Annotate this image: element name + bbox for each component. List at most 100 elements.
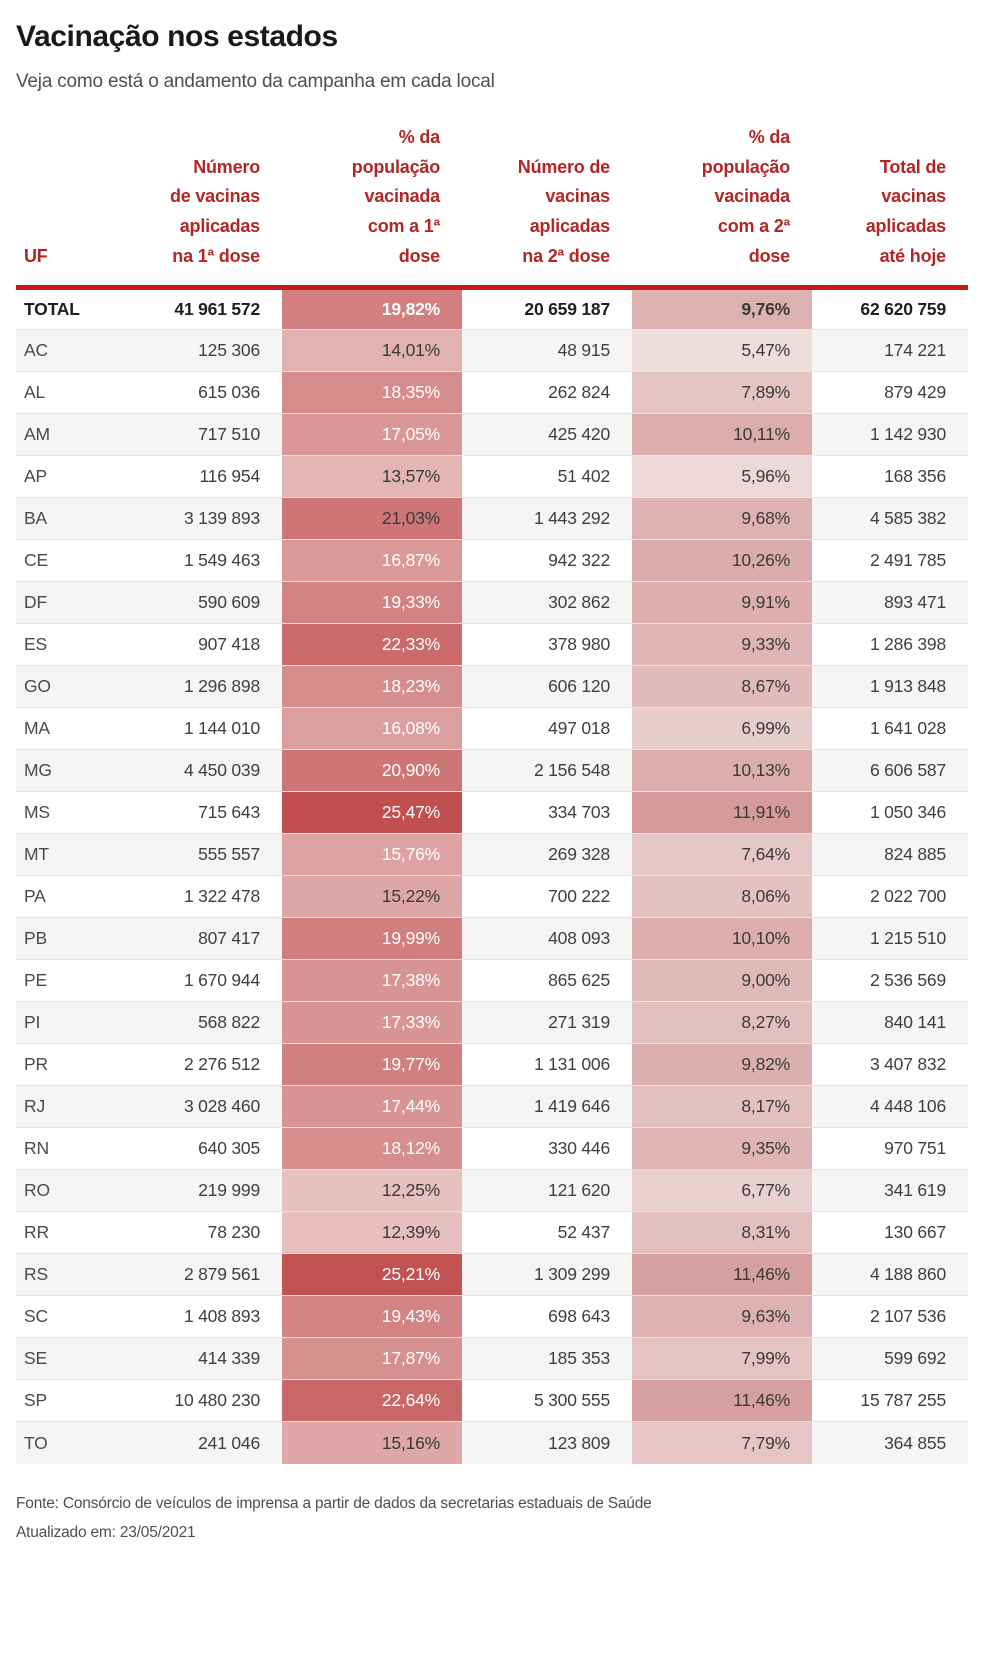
dose1-cell: 907 418 xyxy=(100,623,282,666)
pct2-heatmap-cell: 6,77% xyxy=(632,1169,812,1212)
table-row: RR 78 230 12,39% 52 437 8,31% 130 667 xyxy=(16,1211,968,1254)
dose1-cell: 241 046 xyxy=(100,1421,282,1464)
uf-cell: AP xyxy=(16,455,100,498)
footer: Fonte: Consórcio de veículos de imprensa… xyxy=(16,1490,968,1547)
column-header-pct1: % da população vacinada com a 1ª dose xyxy=(282,123,462,291)
pct1-heatmap-cell: 25,21% xyxy=(282,1253,462,1296)
dose2-cell: 334 703 xyxy=(462,791,632,834)
dose1-cell: 615 036 xyxy=(100,371,282,414)
table-row: PE 1 670 944 17,38% 865 625 9,00% 2 536 … xyxy=(16,959,968,1002)
uf-cell: SP xyxy=(16,1379,100,1422)
pct1-heatmap-cell: 17,44% xyxy=(282,1085,462,1128)
dose2-cell: 262 824 xyxy=(462,371,632,414)
dose1-cell: 590 609 xyxy=(100,581,282,624)
total-cell: 840 141 xyxy=(812,1001,968,1044)
dose2-cell: 1 443 292 xyxy=(462,497,632,540)
uf-cell: PI xyxy=(16,1001,100,1044)
dose2-cell: 330 446 xyxy=(462,1127,632,1170)
uf-cell: AM xyxy=(16,413,100,456)
column-header-total: Total de vacinas aplicadas até hoje xyxy=(812,123,968,291)
pct2-heatmap-cell: 11,91% xyxy=(632,791,812,834)
total-cell: 15 787 255 xyxy=(812,1379,968,1422)
dose2-cell: 408 093 xyxy=(462,917,632,960)
pct1-heatmap-cell: 12,25% xyxy=(282,1169,462,1212)
pct2-heatmap-cell: 10,11% xyxy=(632,413,812,456)
dose1-cell: 555 557 xyxy=(100,833,282,876)
uf-cell: RJ xyxy=(16,1085,100,1128)
table-row: CE 1 549 463 16,87% 942 322 10,26% 2 491… xyxy=(16,539,968,582)
uf-cell: RO xyxy=(16,1169,100,1212)
uf-cell: ES xyxy=(16,623,100,666)
dose1-cell: 807 417 xyxy=(100,917,282,960)
total-cell: 893 471 xyxy=(812,581,968,624)
dose2-cell: 425 420 xyxy=(462,413,632,456)
dose2-cell: 1 131 006 xyxy=(462,1043,632,1086)
pct1-heatmap-cell: 17,33% xyxy=(282,1001,462,1044)
total-cell: 3 407 832 xyxy=(812,1043,968,1086)
uf-cell: MT xyxy=(16,833,100,876)
page-title: Vacinação nos estados xyxy=(16,20,338,53)
pct1-heatmap-cell: 12,39% xyxy=(282,1211,462,1254)
table-row: PB 807 417 19,99% 408 093 10,10% 1 215 5… xyxy=(16,917,968,960)
total-cell: 1 215 510 xyxy=(812,917,968,960)
pct2-heatmap-cell: 6,99% xyxy=(632,707,812,750)
table-row: MS 715 643 25,47% 334 703 11,91% 1 050 3… xyxy=(16,791,968,834)
pct1-heatmap-cell: 18,12% xyxy=(282,1127,462,1170)
pct1-heatmap-cell: 17,38% xyxy=(282,959,462,1002)
pct1-heatmap-cell: 15,22% xyxy=(282,875,462,918)
pct2-heatmap-cell: 7,64% xyxy=(632,833,812,876)
table-row: SP 10 480 230 22,64% 5 300 555 11,46% 15… xyxy=(16,1379,968,1422)
dose1-cell: 414 339 xyxy=(100,1337,282,1380)
pct2-heatmap-cell: 7,99% xyxy=(632,1337,812,1380)
pct2-heatmap-cell: 10,13% xyxy=(632,749,812,792)
dose1-cell: 3 028 460 xyxy=(100,1085,282,1128)
uf-cell: RR xyxy=(16,1211,100,1254)
dose2-cell: 52 437 xyxy=(462,1211,632,1254)
dose1-cell: 219 999 xyxy=(100,1169,282,1212)
uf-cell: TO xyxy=(16,1421,100,1464)
page-subtitle: Veja como está o andamento da campanha e… xyxy=(16,71,495,92)
table-row: TO 241 046 15,16% 123 809 7,79% 364 855 xyxy=(16,1421,968,1464)
dose1-cell: 1 322 478 xyxy=(100,875,282,918)
table-header: UF Número de vacinas aplicadas na 1ª dos… xyxy=(16,123,968,291)
table-row: SE 414 339 17,87% 185 353 7,99% 599 692 xyxy=(16,1337,968,1380)
pct1-heatmap-cell: 18,23% xyxy=(282,665,462,708)
uf-cell: GO xyxy=(16,665,100,708)
total-cell: 6 606 587 xyxy=(812,749,968,792)
dose2-cell: 123 809 xyxy=(462,1421,632,1464)
pct2-heatmap-cell: 11,46% xyxy=(632,1253,812,1296)
uf-cell: PA xyxy=(16,875,100,918)
dose2-cell: 2 156 548 xyxy=(462,749,632,792)
total-cell: 4 448 106 xyxy=(812,1085,968,1128)
pct2-heatmap-cell: 9,68% xyxy=(632,497,812,540)
dose2-cell: 497 018 xyxy=(462,707,632,750)
column-header-pct2: % da população vacinada com a 2ª dose xyxy=(632,123,812,291)
uf-cell: SE xyxy=(16,1337,100,1380)
dose1-cell: 568 822 xyxy=(100,1001,282,1044)
uf-cell: MG xyxy=(16,749,100,792)
uf-cell: PE xyxy=(16,959,100,1002)
dose1-cell: 2 276 512 xyxy=(100,1043,282,1086)
pct2-heatmap-cell: 9,33% xyxy=(632,623,812,666)
pct2-heatmap-cell: 9,63% xyxy=(632,1295,812,1338)
total-cell: 879 429 xyxy=(812,371,968,414)
pct1-heatmap-cell: 19,99% xyxy=(282,917,462,960)
table-row: AL 615 036 18,35% 262 824 7,89% 879 429 xyxy=(16,371,968,414)
table-row: DF 590 609 19,33% 302 862 9,91% 893 471 xyxy=(16,581,968,624)
footer-updated: Atualizado em: 23/05/2021 xyxy=(16,1523,196,1541)
pct1-heatmap-cell: 16,87% xyxy=(282,539,462,582)
table-body: TOTAL 41 961 572 19,82% 20 659 187 9,76%… xyxy=(16,287,968,1464)
pct1-heatmap-cell: 19,33% xyxy=(282,581,462,624)
total-cell: 1 641 028 xyxy=(812,707,968,750)
pct1-heatmap-cell: 19,82% xyxy=(282,287,462,330)
column-header-dose2: Número de vacinas aplicadas na 2ª dose xyxy=(462,123,632,291)
table-row: AP 116 954 13,57% 51 402 5,96% 168 356 xyxy=(16,455,968,498)
pct2-heatmap-cell: 8,27% xyxy=(632,1001,812,1044)
pct2-heatmap-cell: 9,35% xyxy=(632,1127,812,1170)
uf-cell: AC xyxy=(16,329,100,372)
table-row: MG 4 450 039 20,90% 2 156 548 10,13% 6 6… xyxy=(16,749,968,792)
total-cell: 1 913 848 xyxy=(812,665,968,708)
dose2-cell: 5 300 555 xyxy=(462,1379,632,1422)
footer-source: Fonte: Consórcio de veículos de imprensa… xyxy=(16,1494,652,1512)
uf-cell: RS xyxy=(16,1253,100,1296)
